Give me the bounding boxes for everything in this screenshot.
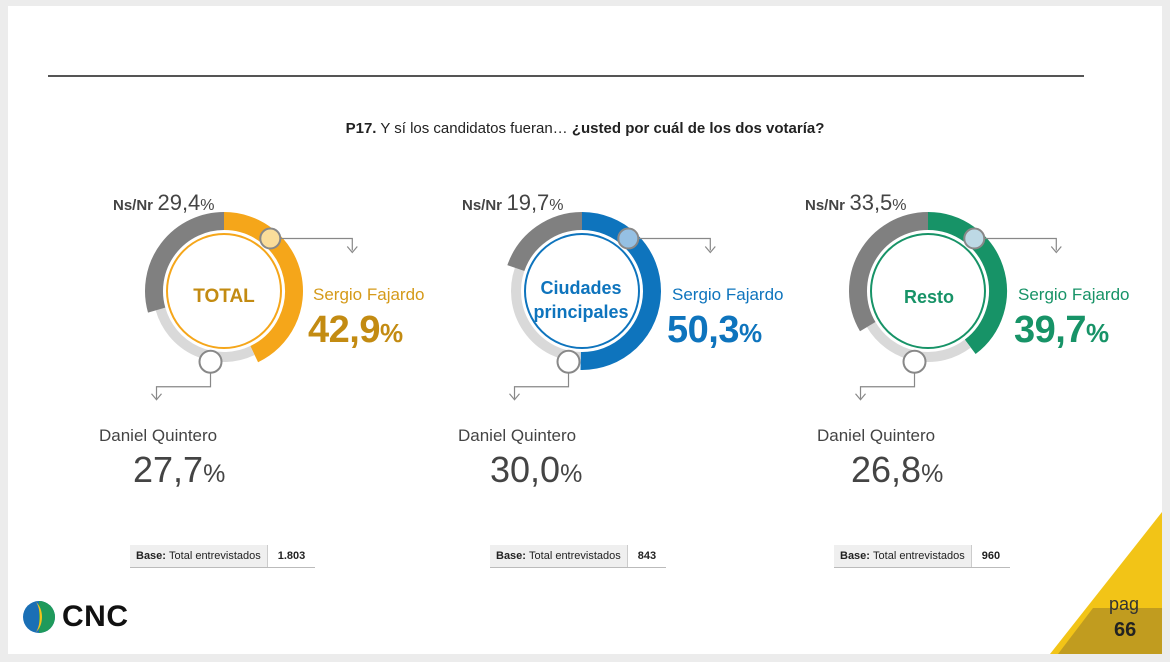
slice-nsnr [145, 212, 225, 313]
pct-sign: % [200, 197, 215, 214]
pct-sign: % [1085, 318, 1109, 348]
leader-fajardo [280, 237, 353, 251]
pct-sign: % [892, 197, 907, 214]
arrow-quintero [509, 393, 520, 401]
donut-inner-ring [524, 233, 640, 349]
base-text: Total entrevistados [873, 550, 965, 562]
donut-total [143, 210, 358, 401]
leader-quintero [155, 372, 212, 399]
base-box-total: Base: Total entrevistados 1.803 [130, 545, 316, 568]
slice-nsnr [507, 212, 583, 272]
quintero-number-resto: 26,8 [851, 449, 922, 490]
page-label: pag [1109, 594, 1140, 614]
base-box-ciudades: Base: Total entrevistados 843 [490, 545, 667, 568]
donut-resto [847, 210, 1062, 401]
nsnr-value-resto: 33,5 [849, 190, 893, 215]
leader-quintero [859, 372, 916, 399]
pct-sign: % [549, 197, 564, 214]
page-corner-decoration [1050, 512, 1162, 654]
arrow-fajardo [704, 246, 716, 254]
center-label-line1: Ciudades [540, 278, 622, 298]
leader-fajardo [638, 237, 711, 251]
arrow-quintero [151, 393, 162, 401]
donut-inner-ring [166, 233, 282, 349]
donut-ciudades [501, 210, 716, 401]
quintero-value-total: 27,7% [133, 449, 225, 491]
quintero-number-total: 27,7 [133, 449, 204, 490]
nsnr-value-total: 29,4 [157, 190, 201, 215]
base-text: Total entrevistados [529, 550, 621, 562]
base-label: Base: [496, 550, 526, 562]
fajardo-label-total: Sergio Fajardo [313, 285, 425, 304]
nsnr-ciudades: Ns/Nr 19,7% [462, 190, 564, 216]
fajardo-value-resto: 39,7% [1014, 309, 1109, 352]
fajardo-number-resto: 39,7 [1014, 309, 1086, 351]
nsnr-label: Ns/Nr [113, 197, 154, 214]
center-label-total: TOTAL [193, 286, 255, 307]
center-label-line2: principales [533, 302, 629, 322]
fajardo-number-ciudades: 50,3 [667, 309, 739, 351]
leader-quintero [513, 372, 570, 399]
base-n-resto: 960 [970, 545, 1011, 567]
cnc-logo: CNC [22, 600, 129, 634]
arrow-quintero [855, 393, 866, 401]
slice-fajardo [580, 212, 661, 370]
question-title: P17. Y sí los candidatos fueran… ¿usted … [8, 120, 1162, 137]
nsnr-label: Ns/Nr [805, 197, 846, 214]
question-emphasis: ¿usted por cuál de los dos votaría? [571, 120, 825, 137]
pct-sign: % [379, 318, 403, 348]
center-label-ciudades: Ciudades principales [515, 276, 647, 324]
leader-fajardo [984, 237, 1057, 251]
question-text: Y sí los candidatos fueran… [376, 120, 572, 137]
slice-fajardo [927, 212, 1007, 355]
cnc-logo-icon [23, 601, 55, 633]
base-text: Total entrevistados [169, 550, 261, 562]
nsnr-value-ciudades: 19,7 [506, 190, 550, 215]
slice-nsnr [849, 212, 929, 332]
pct-sign: % [738, 318, 762, 348]
fajardo-value-total: 42,9% [308, 309, 403, 352]
question-code: P17. [345, 120, 377, 137]
cnc-logo-text: CNC [62, 600, 129, 633]
slice-fajardo [223, 212, 303, 363]
fajardo-number-total: 42,9 [308, 309, 380, 351]
quintero-label-total: Daniel Quintero [99, 426, 218, 445]
top-divider [48, 75, 1084, 77]
quintero-value-ciudades: 30,0% [490, 449, 582, 491]
arrow-fajardo [346, 246, 358, 254]
base-n-ciudades: 843 [626, 545, 667, 567]
slide: P17. Y sí los candidatos fueran… ¿usted … [8, 6, 1162, 654]
base-n-total: 1.803 [266, 545, 316, 567]
fajardo-label-ciudades: Sergio Fajardo [672, 285, 784, 304]
quintero-number-ciudades: 30,0 [490, 449, 561, 490]
fajardo-label-resto: Sergio Fajardo [1018, 285, 1130, 304]
pct-sign: % [203, 460, 226, 488]
arrow-fajardo [1050, 246, 1062, 254]
center-label-resto: Resto [903, 287, 954, 307]
base-box-resto: Base: Total entrevistados 960 [834, 545, 1011, 568]
slice-quintero [155, 307, 255, 362]
donut-inner-ring [870, 233, 986, 349]
quintero-label-ciudades: Daniel Quintero [458, 426, 577, 445]
fajardo-value-ciudades: 50,3% [667, 309, 762, 352]
page-number: 66 [1114, 619, 1137, 641]
base-label: Base: [840, 550, 870, 562]
nsnr-total: Ns/Nr 29,4% [113, 190, 215, 216]
quintero-label-resto: Daniel Quintero [817, 426, 936, 445]
quintero-value-resto: 26,8% [851, 449, 943, 491]
pct-sign: % [560, 460, 583, 488]
base-label: Base: [136, 550, 166, 562]
nsnr-resto: Ns/Nr 33,5% [805, 190, 907, 216]
pct-sign: % [921, 460, 944, 488]
donut-charts [143, 210, 1062, 401]
nsnr-label: Ns/Nr [462, 197, 503, 214]
